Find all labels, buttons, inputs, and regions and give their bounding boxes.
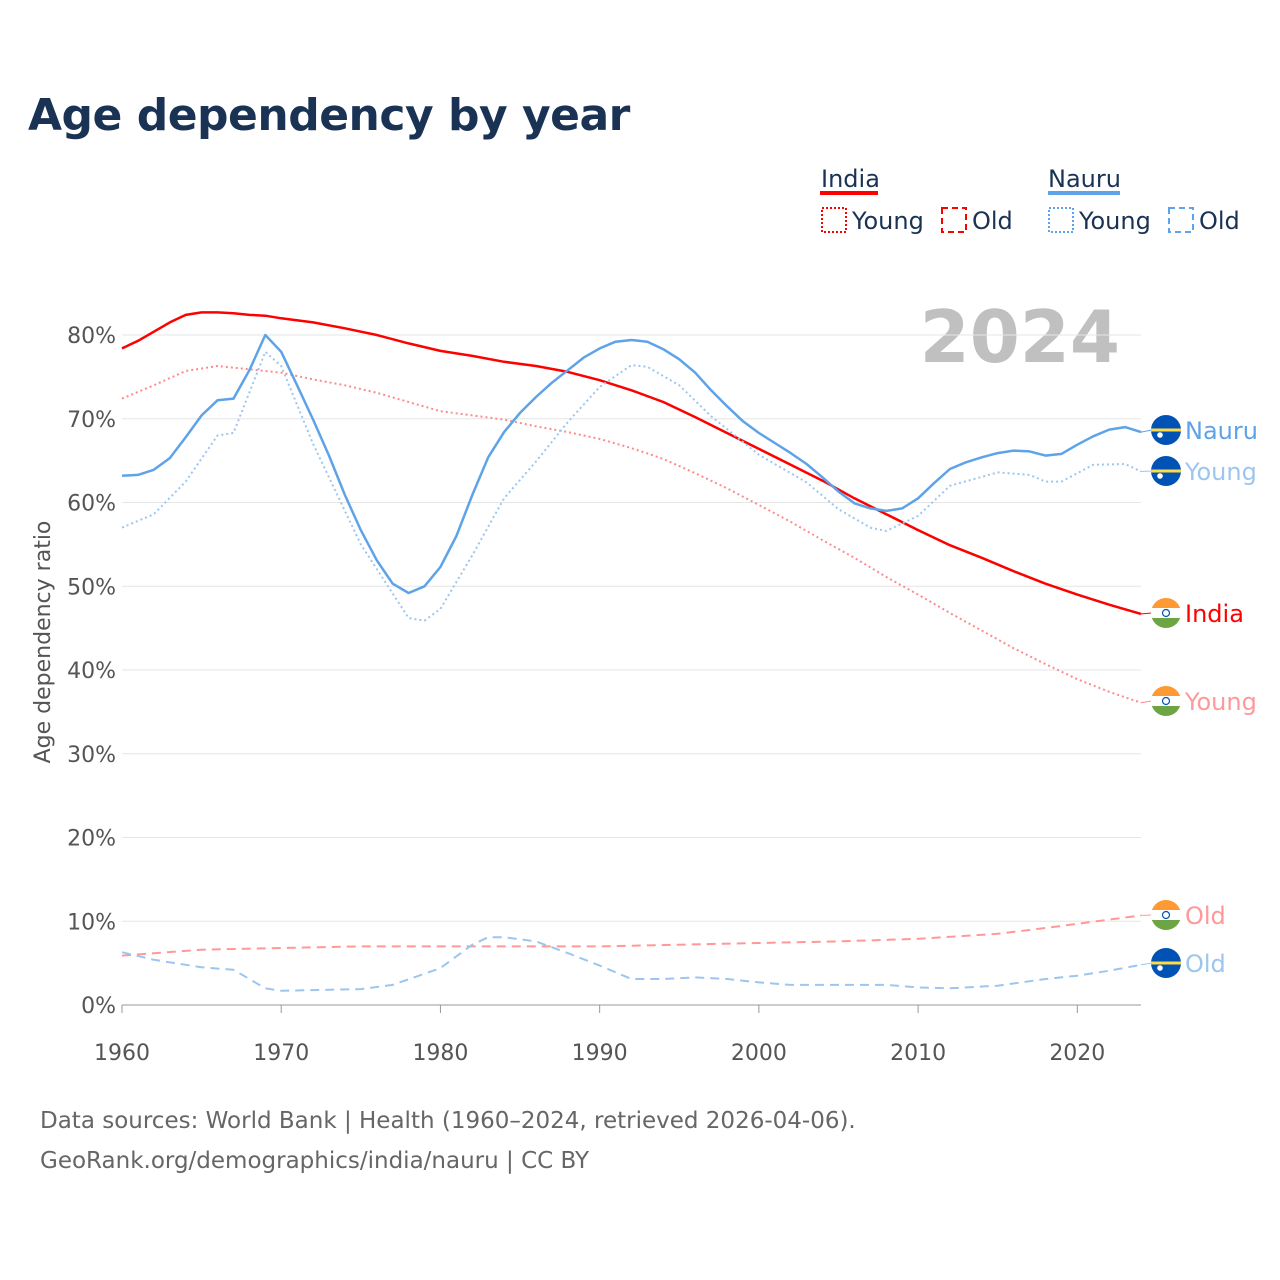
age-dependency-chart: India Young Old Nauru Young Old 2024 Age… bbox=[31, 165, 1258, 1066]
nauru-flag-icon bbox=[1151, 456, 1181, 486]
india-flag-icon bbox=[1151, 598, 1181, 628]
end-label: Old bbox=[1185, 902, 1226, 930]
x-tick-label: 2000 bbox=[731, 1041, 787, 1066]
series-line-india-young[interactable] bbox=[121, 365, 1142, 704]
legend: India Young Old Nauru Young Old bbox=[820, 165, 1240, 235]
x-tick-label: 1980 bbox=[412, 1041, 468, 1066]
legend-nauru-swatch bbox=[1048, 191, 1120, 195]
y-tick-label: 20% bbox=[67, 827, 116, 852]
end-label: Nauru bbox=[1185, 417, 1258, 445]
series-line-nauru-old[interactable] bbox=[121, 936, 1142, 992]
legend-nauru-old-icon bbox=[1168, 207, 1194, 233]
series-line-nauru[interactable] bbox=[121, 333, 1142, 595]
footer-source: Data sources: World Bank | Health (1960–… bbox=[40, 1108, 856, 1134]
end-label: Young bbox=[1184, 458, 1257, 486]
x-tick-label: 2020 bbox=[1049, 1041, 1105, 1066]
x-tick-label: 1990 bbox=[572, 1041, 628, 1066]
legend-india-old-label[interactable]: Old bbox=[972, 207, 1013, 235]
legend-india-old-icon bbox=[941, 207, 967, 233]
label-connector bbox=[1140, 429, 1153, 433]
label-connector bbox=[1140, 700, 1153, 704]
y-tick-label: 30% bbox=[67, 743, 116, 768]
y-tick-label: 70% bbox=[67, 408, 116, 433]
india-flag-icon bbox=[1151, 900, 1181, 930]
series-line-india-old[interactable] bbox=[121, 914, 1142, 957]
label-connector bbox=[1140, 470, 1153, 473]
y-tick-label: 60% bbox=[67, 492, 116, 517]
y-tick-label: 50% bbox=[67, 575, 116, 600]
india-flag-icon bbox=[1151, 686, 1181, 716]
y-axis-label: Age dependency ratio bbox=[31, 521, 56, 764]
label-connector bbox=[1140, 962, 1153, 966]
legend-nauru-old-label[interactable]: Old bbox=[1199, 207, 1240, 235]
year-watermark: 2024 bbox=[920, 295, 1120, 379]
nauru-flag-icon bbox=[1151, 948, 1181, 978]
label-connector bbox=[1140, 612, 1153, 615]
chart-title: Age dependency by year bbox=[28, 90, 630, 141]
y-tick-label: 80% bbox=[67, 324, 116, 349]
legend-india-young-icon bbox=[821, 207, 847, 233]
legend-india-swatch bbox=[820, 191, 878, 195]
legend-india-label[interactable]: India bbox=[821, 165, 880, 193]
x-tick-label: 2010 bbox=[890, 1041, 946, 1066]
y-tick-label: 10% bbox=[67, 910, 116, 935]
end-label: Old bbox=[1185, 950, 1226, 978]
series-line-india[interactable] bbox=[121, 311, 1142, 616]
legend-nauru-young-icon bbox=[1048, 207, 1074, 233]
y-tick-label: 40% bbox=[67, 659, 116, 684]
end-label: India bbox=[1185, 600, 1244, 628]
y-tick-label: 0% bbox=[81, 994, 116, 1019]
x-tick-label: 1970 bbox=[253, 1041, 309, 1066]
nauru-flag-icon bbox=[1151, 415, 1181, 445]
footer-link[interactable]: GeoRank.org/demographics/india/nauru | C… bbox=[40, 1148, 590, 1174]
end-label: Young bbox=[1184, 688, 1257, 716]
series-line-nauru-young[interactable] bbox=[121, 350, 1142, 622]
x-tick-label: 1960 bbox=[94, 1041, 150, 1066]
legend-nauru-young-label[interactable]: Young bbox=[1078, 207, 1151, 235]
legend-nauru-label[interactable]: Nauru bbox=[1048, 165, 1121, 193]
legend-india-young-label[interactable]: Young bbox=[851, 207, 924, 235]
